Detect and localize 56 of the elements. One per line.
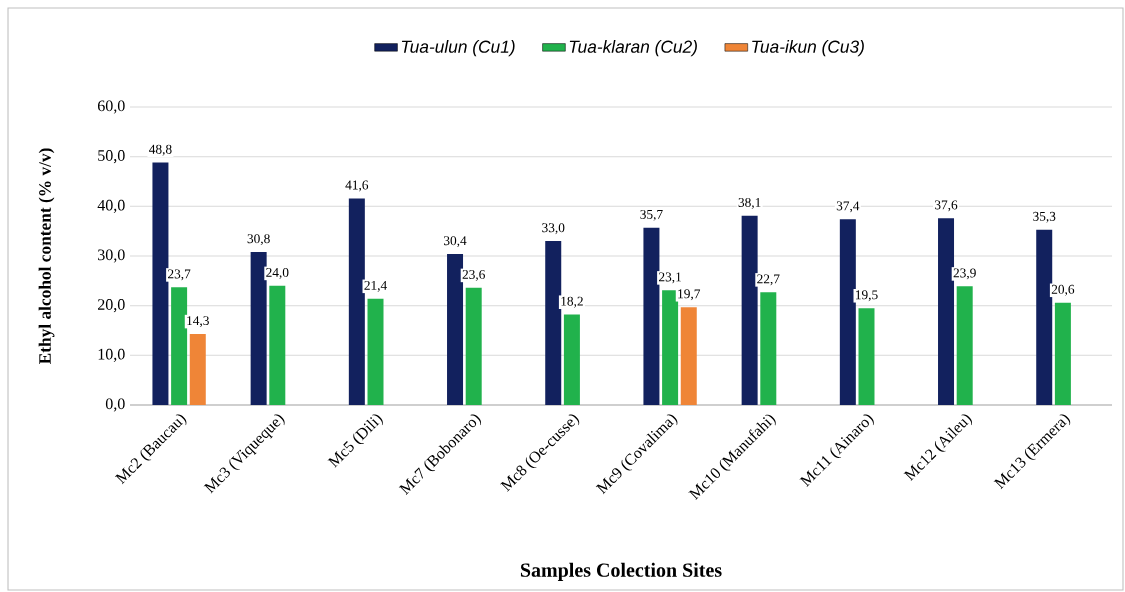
y-tick-label: 60,0 xyxy=(97,100,125,114)
bar xyxy=(269,285,286,405)
bar xyxy=(152,162,169,405)
legend-label: Tua-ikun (Cu3) xyxy=(752,40,864,57)
data-label: 20,6 xyxy=(1051,284,1075,296)
data-label: 23,9 xyxy=(953,268,976,280)
data-label: 37,6 xyxy=(935,200,958,212)
y-axis-title: Ethyl alcohol content (% v/v) xyxy=(38,148,55,365)
y-tick-label: 30,0 xyxy=(98,249,125,263)
data-label: 41,6 xyxy=(345,180,369,192)
data-label: 23,6 xyxy=(462,269,485,281)
data-label: 48,8 xyxy=(149,144,172,156)
data-label: 21,4 xyxy=(364,280,387,292)
data-label: 23,7 xyxy=(168,269,191,281)
bar xyxy=(643,227,660,405)
bar xyxy=(938,218,955,405)
bar xyxy=(741,215,758,405)
data-label: 30,8 xyxy=(247,234,270,246)
y-tick-label: 50,0 xyxy=(98,150,125,164)
bar xyxy=(189,333,206,405)
data-label: 14,3 xyxy=(187,316,209,328)
bar xyxy=(839,219,856,405)
data-label: 22,7 xyxy=(757,274,780,286)
y-tick-label: 0,0 xyxy=(105,398,125,412)
y-tick-label: 10,0 xyxy=(98,348,125,362)
bar xyxy=(563,314,580,405)
legend-label: Tua-ulun (Cu1) xyxy=(401,40,515,57)
bar xyxy=(250,252,267,405)
bar xyxy=(447,254,464,405)
data-label: 30,4 xyxy=(444,236,467,248)
data-label: 38,1 xyxy=(738,197,761,209)
data-label: 37,4 xyxy=(836,201,860,213)
data-label: 19,7 xyxy=(678,289,701,301)
data-label: 18,2 xyxy=(561,296,583,308)
bar xyxy=(858,308,875,405)
legend-label: Tua-klaran (Cu2) xyxy=(569,40,697,57)
data-label: 35,7 xyxy=(640,209,663,221)
bar xyxy=(348,198,365,405)
data-label: 35,3 xyxy=(1033,211,1056,223)
bar xyxy=(956,286,973,405)
bar xyxy=(465,287,482,405)
data-label: 23,1 xyxy=(659,272,681,284)
bar xyxy=(171,287,188,405)
bar xyxy=(367,298,384,405)
data-label: 33,0 xyxy=(542,223,565,235)
bar xyxy=(1036,229,1053,405)
bar xyxy=(680,307,697,405)
y-tick-label: 20,0 xyxy=(98,299,125,313)
data-label: 24,0 xyxy=(266,267,289,279)
y-tick-label: 40,0 xyxy=(97,199,125,213)
data-label: 19,5 xyxy=(856,290,878,302)
bar xyxy=(1054,302,1071,405)
bar xyxy=(760,292,777,405)
bar xyxy=(662,290,679,405)
x-axis-title: Samples Colection Sites xyxy=(520,562,722,581)
bar xyxy=(545,241,562,405)
